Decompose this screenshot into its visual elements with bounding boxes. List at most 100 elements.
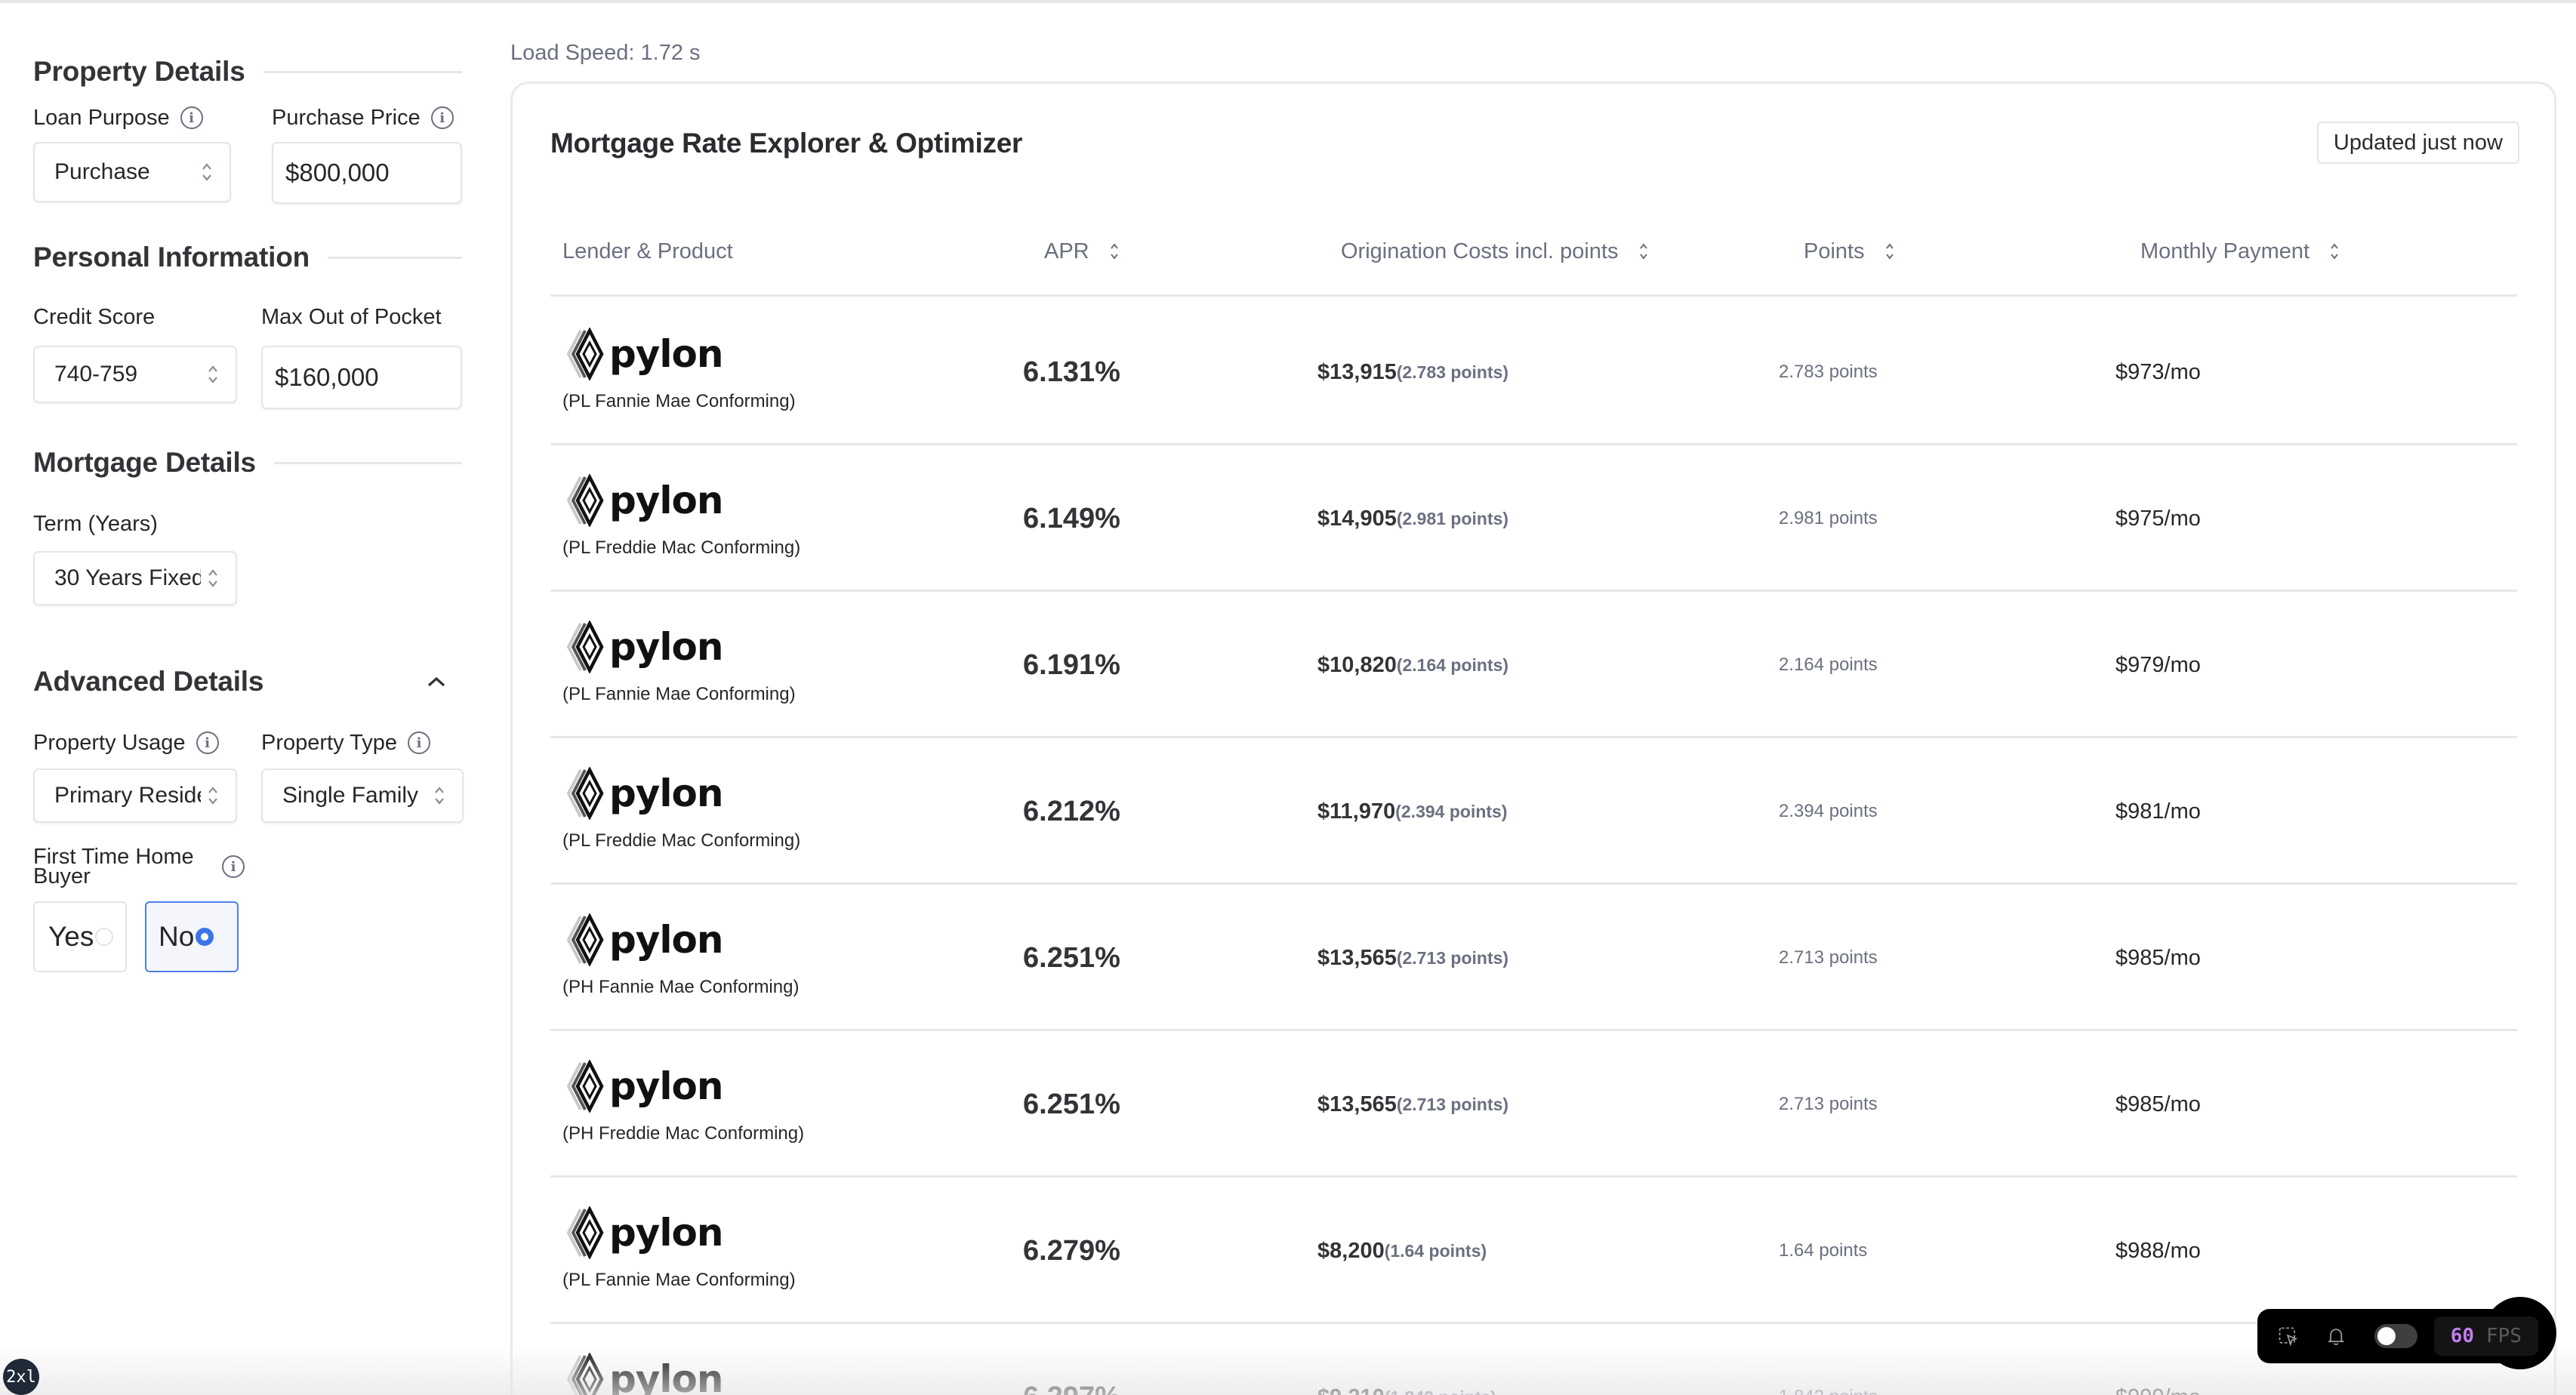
select-area-icon[interactable] bbox=[2277, 1324, 2298, 1348]
apr-value: 6.279% bbox=[1023, 1234, 1120, 1267]
section-property-details: Property Details bbox=[33, 45, 462, 98]
pylon-logo-icon bbox=[566, 621, 604, 673]
radio-unchecked-icon[interactable] bbox=[95, 928, 114, 946]
first-time-buyer-radio-group: Yes No bbox=[33, 901, 462, 972]
column-monthly-payment[interactable]: Monthly Payment bbox=[2140, 214, 2340, 289]
first-time-buyer-label: First Time Home Buyer i bbox=[33, 844, 462, 889]
info-icon[interactable]: i bbox=[180, 106, 203, 129]
product-name: (PL Freddie Mac Conforming) bbox=[562, 537, 801, 558]
max-out-of-pocket-label: Max Out of Pocket bbox=[261, 304, 442, 329]
devtools-toggle[interactable] bbox=[2374, 1324, 2417, 1348]
table-row[interactable]: pylon (PL Fannie Mae Conforming) 6.279% … bbox=[550, 1178, 2517, 1324]
product-name: (PL Fannie Mae Conforming) bbox=[562, 391, 796, 411]
lender-logo: pylon bbox=[562, 1206, 723, 1259]
table-row[interactable]: pylon (PH Freddie Mac Conforming) 6.251%… bbox=[550, 1031, 2517, 1178]
section-title: Advanced Details bbox=[33, 666, 264, 697]
lender-name: pylon bbox=[609, 479, 723, 522]
monthly-payment: $975/mo bbox=[2115, 506, 2201, 531]
chevron-up-down-icon bbox=[435, 787, 444, 805]
points-value: 1.842 points bbox=[1779, 1324, 1878, 1395]
property-usage-select[interactable]: Primary Residence bbox=[33, 768, 237, 823]
max-out-of-pocket-input[interactable]: $160,000 bbox=[261, 346, 462, 409]
table-row[interactable]: pylon (PL Freddie Mac Conforming) 6.149%… bbox=[550, 445, 2517, 592]
lender-logo: pylon bbox=[562, 1060, 723, 1113]
product-name: (PH Freddie Mac Conforming) bbox=[562, 1123, 805, 1144]
info-icon[interactable]: i bbox=[196, 731, 219, 754]
sort-icon[interactable] bbox=[2329, 242, 2340, 261]
credit-score-label: Credit Score bbox=[33, 304, 156, 329]
section-title: Personal Information bbox=[33, 242, 310, 273]
property-type-select[interactable]: Single Family bbox=[261, 768, 464, 823]
table-row[interactable]: pylon (PL Freddie Mac Conforming) 6.212%… bbox=[550, 738, 2517, 885]
monthly-payment: $979/mo bbox=[2115, 652, 2201, 677]
purchase-price-label: Purchase Price i bbox=[272, 103, 462, 133]
sort-icon[interactable] bbox=[1638, 242, 1649, 261]
table-row[interactable]: pylon (PH Fannie Mae Conforming) 6.251% … bbox=[550, 885, 2517, 1031]
lender-logo: pylon bbox=[562, 328, 723, 380]
loan-purpose-select[interactable]: Purchase bbox=[33, 142, 231, 202]
pylon-logo-icon bbox=[566, 1060, 604, 1113]
points-value: 2.394 points bbox=[1779, 801, 1878, 821]
sort-icon[interactable] bbox=[1884, 242, 1895, 261]
property-usage-label: Property Usage i bbox=[33, 728, 237, 758]
section-personal-information: Personal Information bbox=[33, 231, 462, 284]
load-speed: Load Speed: 1.72 s bbox=[510, 41, 701, 65]
lender-name: pylon bbox=[609, 1064, 723, 1108]
purchase-price-input[interactable]: $800,000 bbox=[272, 142, 462, 204]
lender-logo: pylon bbox=[562, 1353, 723, 1395]
credit-score-select[interactable]: 740-759 bbox=[33, 346, 237, 403]
updated-status-button[interactable]: Updated just now bbox=[2316, 122, 2519, 164]
lender-cell: pylon (PL Fannie Mae Conforming) bbox=[562, 328, 796, 412]
apr-value: 6.297% bbox=[1023, 1324, 1120, 1395]
pylon-logo-icon bbox=[566, 913, 604, 966]
product-name: (PH Fannie Mae Conforming) bbox=[562, 977, 800, 997]
monthly-payment: $988/mo bbox=[2115, 1238, 2201, 1263]
info-icon[interactable]: i bbox=[408, 731, 431, 754]
divider bbox=[273, 461, 462, 464]
product-name: (PL Fannie Mae Conforming) bbox=[562, 684, 796, 704]
origination-cost: $13,915 (2.783 points) bbox=[1317, 359, 1509, 384]
info-icon[interactable]: i bbox=[222, 855, 245, 878]
apr-value: 6.149% bbox=[1023, 502, 1120, 534]
property-type-label: Property Type i bbox=[261, 728, 464, 758]
lender-cell: pylon (PL Freddie Mac Conforming) bbox=[562, 767, 800, 851]
fps-counter: 60 FPS bbox=[2433, 1316, 2538, 1356]
table-row[interactable]: pylon (PL Fannie Mae Conforming) 6.131% … bbox=[550, 299, 2517, 445]
column-origination-costs[interactable]: Origination Costs incl. points bbox=[1341, 214, 1649, 289]
table-row[interactable]: pylon (PL Fannie Mae Conforming) 6.191% … bbox=[550, 592, 2517, 738]
points-value: 2.783 points bbox=[1779, 362, 1878, 382]
first-time-buyer-yes[interactable]: Yes bbox=[33, 901, 127, 972]
pylon-logo-icon bbox=[566, 474, 604, 527]
first-time-buyer-no[interactable]: No bbox=[145, 901, 239, 972]
lender-logo: pylon bbox=[562, 621, 723, 673]
origination-cost: $8,200 (1.64 points) bbox=[1317, 1238, 1487, 1263]
section-title: Property Details bbox=[33, 56, 245, 87]
apr-value: 6.191% bbox=[1023, 648, 1120, 681]
table-header: Lender & Product APR Origination Costs i… bbox=[550, 214, 2517, 297]
toggle-knob bbox=[2377, 1327, 2396, 1345]
radio-checked-icon[interactable] bbox=[196, 928, 214, 946]
lender-cell: pylon (PL Freddie Mac Conforming) bbox=[562, 474, 800, 559]
chevron-up-down-icon bbox=[208, 787, 217, 805]
apr-value: 6.251% bbox=[1023, 1088, 1120, 1120]
info-icon[interactable]: i bbox=[430, 106, 454, 129]
lender-name: pylon bbox=[609, 918, 723, 962]
section-advanced-details[interactable]: Advanced Details bbox=[33, 655, 462, 708]
column-points[interactable]: Points bbox=[1804, 214, 1895, 289]
table-row[interactable]: pylon 6.297% $9,210(1.842 points) 1.842 … bbox=[550, 1324, 2517, 1395]
points-value: 1.64 points bbox=[1779, 1240, 1868, 1261]
monthly-payment: $990/mo bbox=[2115, 1324, 2201, 1395]
sort-icon[interactable] bbox=[1109, 242, 1120, 261]
bell-icon[interactable] bbox=[2325, 1324, 2346, 1348]
column-apr[interactable]: APR bbox=[1044, 214, 1120, 289]
term-label: Term (Years) bbox=[33, 511, 158, 536]
term-select[interactable]: 30 Years Fixed bbox=[33, 551, 237, 605]
lender-cell: pylon (PH Fannie Mae Conforming) bbox=[562, 913, 799, 998]
points-value: 2.713 points bbox=[1779, 947, 1878, 968]
top-border bbox=[0, 0, 2576, 3]
pylon-logo-icon bbox=[566, 328, 604, 380]
apr-value: 6.131% bbox=[1023, 356, 1120, 388]
lender-cell: pylon (PL Fannie Mae Conforming) bbox=[562, 621, 796, 705]
product-name: (PL Fannie Mae Conforming) bbox=[562, 1270, 796, 1290]
collapse-toggle[interactable] bbox=[421, 667, 451, 697]
